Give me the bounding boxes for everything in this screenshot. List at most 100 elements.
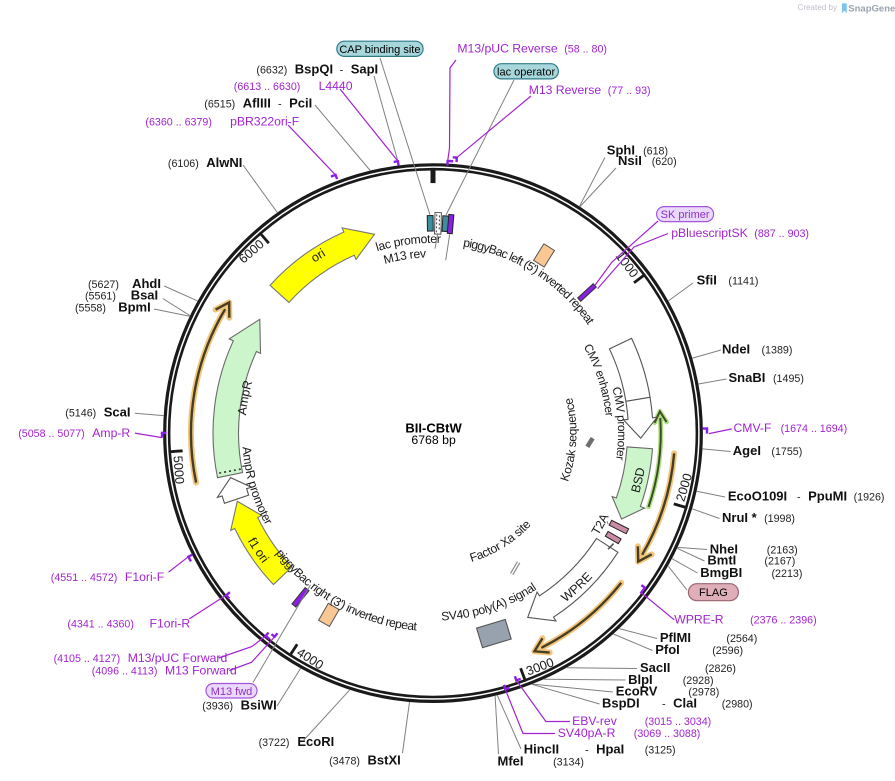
svg-text:EBV-rev: EBV-rev <box>572 714 618 728</box>
svg-text:Amp-R: Amp-R <box>92 426 130 440</box>
svg-text:pBluescriptSK: pBluescriptSK <box>671 226 748 240</box>
svg-text:(6360 .. 6379): (6360 .. 6379) <box>145 116 212 128</box>
svg-text:-: - <box>585 745 589 757</box>
svg-text:(5146): (5146) <box>65 408 96 420</box>
svg-text:SK primer: SK primer <box>661 209 710 221</box>
svg-text:Created by: Created by <box>798 3 839 12</box>
svg-text:EcoRV: EcoRV <box>616 684 658 699</box>
svg-text:AlwNI: AlwNI <box>206 155 242 170</box>
svg-text:-: - <box>797 492 801 504</box>
svg-text:BsaI: BsaI <box>131 288 158 303</box>
svg-text:PfoI: PfoI <box>655 642 680 657</box>
svg-text:L4440: L4440 <box>319 79 353 93</box>
svg-text:(6613 .. 6630): (6613 .. 6630) <box>234 81 301 93</box>
svg-text:CMV-F: CMV-F <box>734 421 772 435</box>
svg-text:BsiWI: BsiWI <box>241 698 277 713</box>
svg-text:BlpI: BlpI <box>628 672 653 687</box>
svg-text:6768 bp: 6768 bp <box>411 433 456 447</box>
svg-text:(2564): (2564) <box>726 633 757 645</box>
svg-text:EcoO109I: EcoO109I <box>728 489 787 504</box>
svg-text:(2167): (2167) <box>764 556 795 568</box>
svg-text:(1495): (1495) <box>773 373 804 385</box>
svg-text:(1674 .. 1694): (1674 .. 1694) <box>781 423 848 435</box>
svg-text:(4341 .. 4360): (4341 .. 4360) <box>67 619 134 631</box>
svg-text:(1389): (1389) <box>762 345 793 357</box>
svg-text:(2376 .. 2396): (2376 .. 2396) <box>750 615 817 627</box>
svg-text:BmtI: BmtI <box>707 553 736 568</box>
svg-text:FLAG: FLAG <box>699 587 728 599</box>
svg-text:SnaBI: SnaBI <box>729 370 766 385</box>
svg-text:SphI: SphI <box>607 143 635 158</box>
svg-text:(3478): (3478) <box>329 756 360 768</box>
svg-text:(3722): (3722) <box>259 737 290 749</box>
svg-text:F1ori-R: F1ori-R <box>150 617 191 631</box>
svg-text:HpaI: HpaI <box>596 742 624 757</box>
svg-text:M13/pUC Reverse: M13/pUC Reverse <box>457 42 557 56</box>
svg-text:AhdI: AhdI <box>132 276 161 291</box>
svg-text:(1755): (1755) <box>771 446 802 458</box>
svg-text:BspDI: BspDI <box>602 696 640 711</box>
svg-text:M13 fwd: M13 fwd <box>211 686 253 698</box>
svg-text:(5627): (5627) <box>88 279 119 291</box>
svg-text:-: - <box>278 99 282 111</box>
svg-text:ScaI: ScaI <box>104 405 131 420</box>
svg-text:(5558): (5558) <box>75 302 106 314</box>
svg-text:HincII: HincII <box>524 742 559 757</box>
svg-text:(6515): (6515) <box>204 99 235 111</box>
svg-text:BmgBI: BmgBI <box>700 565 742 580</box>
svg-text:5000: 5000 <box>171 455 188 484</box>
svg-text:-: - <box>662 699 666 711</box>
svg-text:(2213): (2213) <box>772 568 803 580</box>
svg-text:SV40pA-R: SV40pA-R <box>558 726 616 740</box>
svg-text:BspQI: BspQI <box>295 61 333 76</box>
svg-text:M13 Forward: M13 Forward <box>165 663 237 677</box>
svg-text:(3936): (3936) <box>202 701 233 713</box>
svg-text:(4096 .. 4113): (4096 .. 4113) <box>92 665 158 677</box>
svg-text:PpuMI: PpuMI <box>808 489 847 504</box>
svg-text:NheI: NheI <box>710 541 738 556</box>
svg-text:(2928): (2928) <box>683 675 714 687</box>
svg-text:AgeI: AgeI <box>733 443 761 458</box>
svg-text:PciI: PciI <box>289 96 312 111</box>
svg-text:(77 .. 93): (77 .. 93) <box>608 85 651 97</box>
svg-text:SfiI: SfiI <box>697 273 717 288</box>
svg-text:-: - <box>340 64 344 76</box>
svg-text:(1998): (1998) <box>764 513 795 525</box>
svg-text:ClaI: ClaI <box>673 696 697 711</box>
svg-text:AflIII: AflIII <box>243 96 271 111</box>
svg-text:BstXI: BstXI <box>368 753 401 768</box>
svg-text:(3125): (3125) <box>645 745 676 757</box>
svg-text:(620): (620) <box>652 156 677 168</box>
svg-text:SapI: SapI <box>351 61 378 76</box>
svg-text:PflMI: PflMI <box>660 630 691 645</box>
svg-text:lac operator: lac operator <box>497 66 555 78</box>
svg-text:CAP binding site: CAP binding site <box>339 44 420 56</box>
svg-text:BpmI: BpmI <box>118 299 151 314</box>
svg-text:(618): (618) <box>643 146 668 158</box>
svg-text:(2163): (2163) <box>767 544 798 556</box>
svg-text:(5058 .. 5077): (5058 .. 5077) <box>18 428 85 440</box>
svg-text:(2978): (2978) <box>688 687 719 699</box>
svg-text:BII-CBtW: BII-CBtW <box>405 421 462 436</box>
svg-text:(3134): (3134) <box>553 757 584 769</box>
svg-text:EcoRI: EcoRI <box>297 734 334 749</box>
svg-text:(5561): (5561) <box>85 291 116 303</box>
svg-text:(2980): (2980) <box>722 699 753 711</box>
svg-text:(3069 .. 3088): (3069 .. 3088) <box>634 728 701 740</box>
svg-text:SnapGene: SnapGene <box>848 3 895 14</box>
svg-text:NsiI: NsiI <box>618 153 642 168</box>
svg-text:(1141): (1141) <box>728 276 758 288</box>
svg-text:(6106): (6106) <box>168 158 199 170</box>
svg-text:NdeI: NdeI <box>722 342 750 357</box>
svg-text:(58 .. 80): (58 .. 80) <box>564 44 607 56</box>
svg-text:M13/pUC Forward: M13/pUC Forward <box>128 651 228 665</box>
svg-text:M13 Reverse: M13 Reverse <box>529 83 602 97</box>
svg-text:NruI *: NruI * <box>722 510 758 525</box>
svg-text:ori: ori <box>308 246 327 265</box>
svg-text:WPRE-R: WPRE-R <box>674 613 724 627</box>
svg-text:(3015 .. 3034): (3015 .. 3034) <box>645 716 712 728</box>
svg-text:(4551 .. 4572): (4551 .. 4572) <box>51 572 118 584</box>
svg-text:(1926): (1926) <box>854 492 885 504</box>
svg-text:(4105 .. 4127): (4105 .. 4127) <box>54 653 121 665</box>
svg-text:pBR322ori-F: pBR322ori-F <box>230 114 299 128</box>
